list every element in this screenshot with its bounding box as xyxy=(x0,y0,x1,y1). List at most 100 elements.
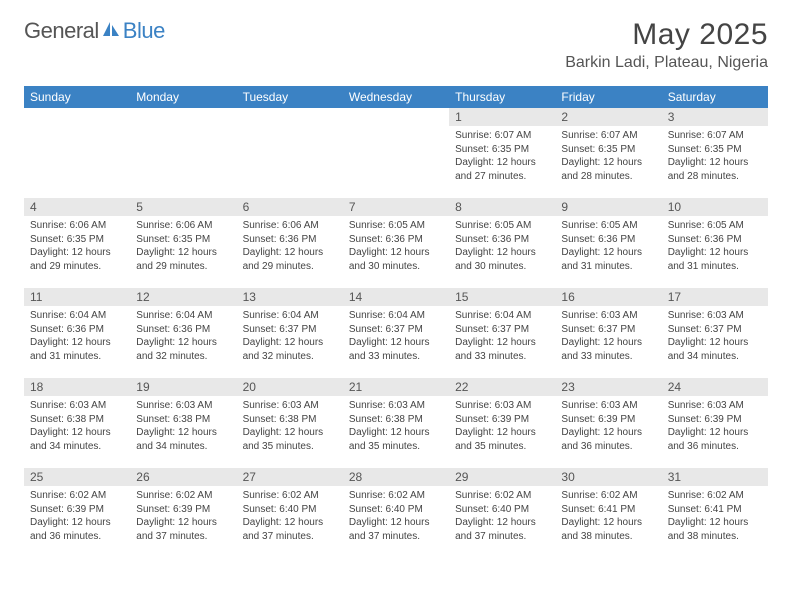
day-details: Sunrise: 6:03 AMSunset: 6:39 PMDaylight:… xyxy=(449,396,555,457)
day-details: Sunrise: 6:04 AMSunset: 6:37 PMDaylight:… xyxy=(449,306,555,367)
calendar-cell: 1Sunrise: 6:07 AMSunset: 6:35 PMDaylight… xyxy=(449,108,555,198)
brand-name-part2: Blue xyxy=(123,18,165,44)
weekday-header: Saturday xyxy=(662,86,768,108)
day-number: 14 xyxy=(343,288,449,306)
day-details: Sunrise: 6:05 AMSunset: 6:36 PMDaylight:… xyxy=(343,216,449,277)
day-number: 29 xyxy=(449,468,555,486)
day-details: Sunrise: 6:02 AMSunset: 6:39 PMDaylight:… xyxy=(130,486,236,547)
calendar-cell: 10Sunrise: 6:05 AMSunset: 6:36 PMDayligh… xyxy=(662,198,768,288)
day-details: Sunrise: 6:04 AMSunset: 6:37 PMDaylight:… xyxy=(237,306,343,367)
day-details: Sunrise: 6:02 AMSunset: 6:40 PMDaylight:… xyxy=(343,486,449,547)
calendar-cell: 3Sunrise: 6:07 AMSunset: 6:35 PMDaylight… xyxy=(662,108,768,198)
day-details: Sunrise: 6:07 AMSunset: 6:35 PMDaylight:… xyxy=(662,126,768,187)
sail-icon xyxy=(102,21,120,42)
calendar-cell xyxy=(130,108,236,198)
day-number: 28 xyxy=(343,468,449,486)
day-number: 21 xyxy=(343,378,449,396)
day-number: 7 xyxy=(343,198,449,216)
day-number: 24 xyxy=(662,378,768,396)
calendar-cell: 26Sunrise: 6:02 AMSunset: 6:39 PMDayligh… xyxy=(130,468,236,558)
weekday-header: Tuesday xyxy=(237,86,343,108)
day-number: 4 xyxy=(24,198,130,216)
calendar-cell: 5Sunrise: 6:06 AMSunset: 6:35 PMDaylight… xyxy=(130,198,236,288)
calendar-table: SundayMondayTuesdayWednesdayThursdayFrid… xyxy=(24,86,768,558)
day-details: Sunrise: 6:03 AMSunset: 6:38 PMDaylight:… xyxy=(237,396,343,457)
day-number: 2 xyxy=(555,108,661,126)
day-number: 12 xyxy=(130,288,236,306)
day-details: Sunrise: 6:07 AMSunset: 6:35 PMDaylight:… xyxy=(555,126,661,187)
day-number: 6 xyxy=(237,198,343,216)
calendar-cell: 13Sunrise: 6:04 AMSunset: 6:37 PMDayligh… xyxy=(237,288,343,378)
calendar-header-row: SundayMondayTuesdayWednesdayThursdayFrid… xyxy=(24,86,768,108)
calendar-cell: 28Sunrise: 6:02 AMSunset: 6:40 PMDayligh… xyxy=(343,468,449,558)
day-number: 30 xyxy=(555,468,661,486)
day-details: Sunrise: 6:07 AMSunset: 6:35 PMDaylight:… xyxy=(449,126,555,187)
calendar-cell: 29Sunrise: 6:02 AMSunset: 6:40 PMDayligh… xyxy=(449,468,555,558)
day-number: 8 xyxy=(449,198,555,216)
day-details: Sunrise: 6:04 AMSunset: 6:36 PMDaylight:… xyxy=(130,306,236,367)
calendar-cell: 11Sunrise: 6:04 AMSunset: 6:36 PMDayligh… xyxy=(24,288,130,378)
calendar-cell: 31Sunrise: 6:02 AMSunset: 6:41 PMDayligh… xyxy=(662,468,768,558)
calendar-cell: 9Sunrise: 6:05 AMSunset: 6:36 PMDaylight… xyxy=(555,198,661,288)
calendar-cell: 4Sunrise: 6:06 AMSunset: 6:35 PMDaylight… xyxy=(24,198,130,288)
day-details: Sunrise: 6:03 AMSunset: 6:39 PMDaylight:… xyxy=(555,396,661,457)
day-details: Sunrise: 6:06 AMSunset: 6:35 PMDaylight:… xyxy=(24,216,130,277)
calendar-week-row: 18Sunrise: 6:03 AMSunset: 6:38 PMDayligh… xyxy=(24,378,768,468)
day-details: Sunrise: 6:06 AMSunset: 6:36 PMDaylight:… xyxy=(237,216,343,277)
day-details: Sunrise: 6:03 AMSunset: 6:37 PMDaylight:… xyxy=(555,306,661,367)
day-number: 3 xyxy=(662,108,768,126)
calendar-cell: 17Sunrise: 6:03 AMSunset: 6:37 PMDayligh… xyxy=(662,288,768,378)
calendar-cell: 15Sunrise: 6:04 AMSunset: 6:37 PMDayligh… xyxy=(449,288,555,378)
calendar-cell: 21Sunrise: 6:03 AMSunset: 6:38 PMDayligh… xyxy=(343,378,449,468)
calendar-cell: 2Sunrise: 6:07 AMSunset: 6:35 PMDaylight… xyxy=(555,108,661,198)
brand-logo: General Blue xyxy=(24,18,165,44)
day-number: 27 xyxy=(237,468,343,486)
day-number: 11 xyxy=(24,288,130,306)
day-details: Sunrise: 6:04 AMSunset: 6:37 PMDaylight:… xyxy=(343,306,449,367)
day-details: Sunrise: 6:05 AMSunset: 6:36 PMDaylight:… xyxy=(555,216,661,277)
calendar-cell xyxy=(343,108,449,198)
calendar-cell: 30Sunrise: 6:02 AMSunset: 6:41 PMDayligh… xyxy=(555,468,661,558)
day-details: Sunrise: 6:02 AMSunset: 6:40 PMDaylight:… xyxy=(237,486,343,547)
day-number: 26 xyxy=(130,468,236,486)
day-details: Sunrise: 6:02 AMSunset: 6:40 PMDaylight:… xyxy=(449,486,555,547)
day-number: 5 xyxy=(130,198,236,216)
calendar-week-row: 4Sunrise: 6:06 AMSunset: 6:35 PMDaylight… xyxy=(24,198,768,288)
weekday-header: Monday xyxy=(130,86,236,108)
calendar-body: 1Sunrise: 6:07 AMSunset: 6:35 PMDaylight… xyxy=(24,108,768,558)
calendar-cell: 23Sunrise: 6:03 AMSunset: 6:39 PMDayligh… xyxy=(555,378,661,468)
day-number: 18 xyxy=(24,378,130,396)
day-details: Sunrise: 6:03 AMSunset: 6:38 PMDaylight:… xyxy=(343,396,449,457)
calendar-cell: 18Sunrise: 6:03 AMSunset: 6:38 PMDayligh… xyxy=(24,378,130,468)
calendar-cell: 12Sunrise: 6:04 AMSunset: 6:36 PMDayligh… xyxy=(130,288,236,378)
day-details: Sunrise: 6:02 AMSunset: 6:41 PMDaylight:… xyxy=(662,486,768,547)
calendar-week-row: 1Sunrise: 6:07 AMSunset: 6:35 PMDaylight… xyxy=(24,108,768,198)
weekday-header: Sunday xyxy=(24,86,130,108)
day-number: 31 xyxy=(662,468,768,486)
day-number: 16 xyxy=(555,288,661,306)
day-number: 22 xyxy=(449,378,555,396)
location-text: Barkin Ladi, Plateau, Nigeria xyxy=(565,54,768,72)
title-block: May 2025 Barkin Ladi, Plateau, Nigeria xyxy=(565,18,768,72)
weekday-header: Wednesday xyxy=(343,86,449,108)
day-details: Sunrise: 6:03 AMSunset: 6:37 PMDaylight:… xyxy=(662,306,768,367)
day-details: Sunrise: 6:06 AMSunset: 6:35 PMDaylight:… xyxy=(130,216,236,277)
day-number: 15 xyxy=(449,288,555,306)
calendar-cell xyxy=(24,108,130,198)
day-details: Sunrise: 6:05 AMSunset: 6:36 PMDaylight:… xyxy=(449,216,555,277)
calendar-cell: 22Sunrise: 6:03 AMSunset: 6:39 PMDayligh… xyxy=(449,378,555,468)
page-header: General Blue May 2025 Barkin Ladi, Plate… xyxy=(24,18,768,72)
calendar-week-row: 11Sunrise: 6:04 AMSunset: 6:36 PMDayligh… xyxy=(24,288,768,378)
day-details: Sunrise: 6:03 AMSunset: 6:38 PMDaylight:… xyxy=(24,396,130,457)
day-details: Sunrise: 6:05 AMSunset: 6:36 PMDaylight:… xyxy=(662,216,768,277)
weekday-header: Friday xyxy=(555,86,661,108)
day-number: 1 xyxy=(449,108,555,126)
calendar-cell: 20Sunrise: 6:03 AMSunset: 6:38 PMDayligh… xyxy=(237,378,343,468)
day-number: 9 xyxy=(555,198,661,216)
day-number: 13 xyxy=(237,288,343,306)
day-details: Sunrise: 6:03 AMSunset: 6:39 PMDaylight:… xyxy=(662,396,768,457)
day-number: 20 xyxy=(237,378,343,396)
day-number: 10 xyxy=(662,198,768,216)
day-details: Sunrise: 6:02 AMSunset: 6:39 PMDaylight:… xyxy=(24,486,130,547)
month-title: May 2025 xyxy=(565,18,768,52)
